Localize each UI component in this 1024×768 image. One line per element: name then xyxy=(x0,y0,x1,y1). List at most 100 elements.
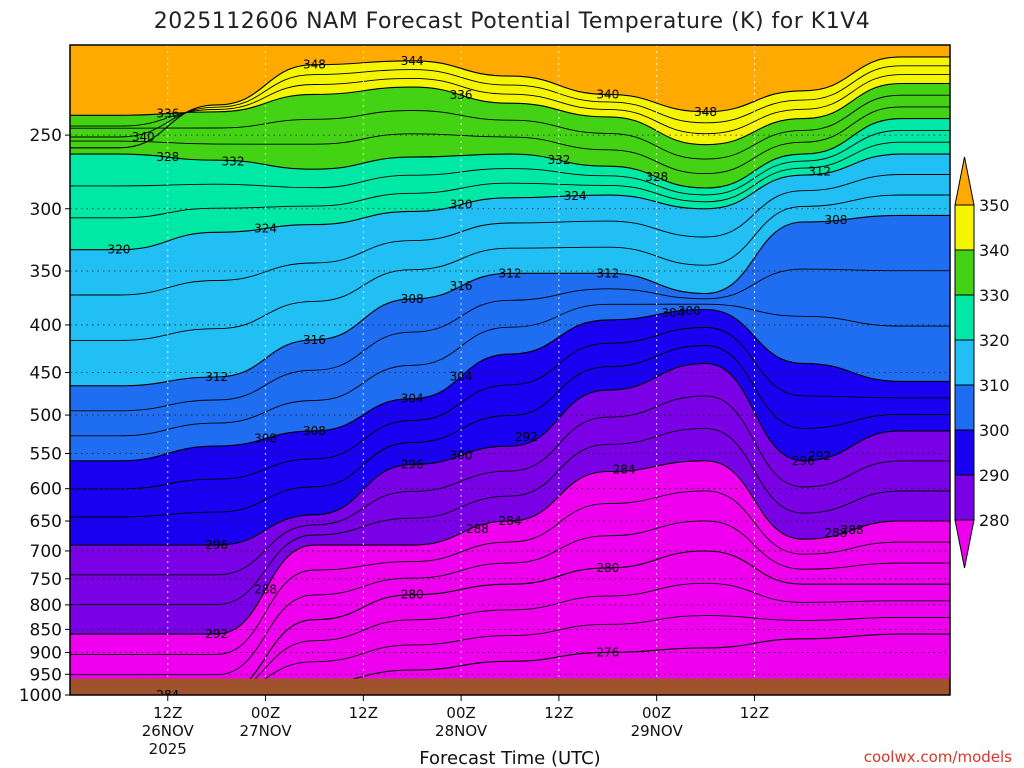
contour-minor xyxy=(70,174,950,296)
colorbar-segment xyxy=(954,519,975,569)
contour-label: 340 xyxy=(596,87,619,101)
contour-minor xyxy=(70,303,950,437)
contour-label: 280 xyxy=(401,588,424,602)
contour-label: 324 xyxy=(564,189,587,203)
colorbar-label: 280 xyxy=(979,511,1010,530)
colorbar-label: 330 xyxy=(979,286,1010,305)
y-tick-label: 600 xyxy=(30,480,62,500)
contour-304 xyxy=(70,308,950,462)
contour-label: 348 xyxy=(303,58,326,72)
contour-label: 316 xyxy=(303,333,326,347)
contour-label: 328 xyxy=(156,150,179,164)
colorbar-segment xyxy=(954,384,975,431)
contour-label: 284 xyxy=(499,514,522,528)
contour-label: 304 xyxy=(450,369,473,383)
contour-label: 288 xyxy=(824,526,847,540)
credit-text: coolwx.com/models xyxy=(864,748,1012,766)
contour-336 xyxy=(70,82,950,146)
contour-minor xyxy=(70,582,950,695)
contour-280 xyxy=(70,550,950,695)
x-tick-label: 12Z xyxy=(544,704,573,722)
x-tick-date: 27NOV xyxy=(239,722,292,740)
colorbar-segment xyxy=(954,294,975,341)
contour-label: 300 xyxy=(450,448,473,462)
y-tick-label: 800 xyxy=(30,596,62,616)
contour-minor xyxy=(70,268,950,412)
contour-minor xyxy=(70,395,950,576)
contour-label: 288 xyxy=(466,522,489,536)
y-tick-label: 400 xyxy=(30,316,62,336)
contour-label: 292 xyxy=(515,430,538,444)
contour-label: 312 xyxy=(808,165,831,179)
contour-label: 320 xyxy=(107,243,130,257)
contour-label: 276 xyxy=(596,645,619,659)
contour-minor xyxy=(70,94,950,160)
y-tick-label: 850 xyxy=(30,620,62,640)
colorbar-segment xyxy=(954,249,975,296)
contour-label: 300 xyxy=(678,304,701,318)
contour-320 xyxy=(70,153,950,251)
x-tick-label: 12Z xyxy=(740,704,769,722)
colorbar: 350 340 330 320 310 300 290 280 xyxy=(954,156,1010,569)
contour-296 xyxy=(70,362,950,546)
colorbar-label: 340 xyxy=(979,241,1010,260)
colorbar-segment xyxy=(954,156,975,206)
contour-label: 296 xyxy=(205,538,228,552)
contour-minor xyxy=(70,106,950,175)
y-tick-label: 350 xyxy=(30,262,62,282)
contour-label: 288 xyxy=(841,523,864,537)
contour-minor xyxy=(70,520,950,676)
contour-label: 296 xyxy=(792,454,815,468)
contour-label: 320 xyxy=(450,198,473,212)
contour-label: 344 xyxy=(401,54,424,68)
contour-label: 308 xyxy=(401,292,424,306)
colorbar-label: 310 xyxy=(979,376,1010,395)
contour-minor xyxy=(70,490,950,655)
contour-label: 280 xyxy=(596,561,619,575)
y-tick-label: 450 xyxy=(30,364,62,384)
x-tick-label: 12Z xyxy=(153,704,182,722)
contour-label: 312 xyxy=(499,266,522,280)
y-axis: 250 300 350 400 450 500 550 600 650 700 750 800 850 9… xyxy=(19,126,70,706)
contour-minor xyxy=(70,427,950,605)
contour-label: 284 xyxy=(156,688,179,702)
contour-328 xyxy=(70,118,950,189)
contour-label: 328 xyxy=(645,170,668,184)
colorbar-segment xyxy=(954,429,975,476)
contour-label: 332 xyxy=(547,153,570,167)
contour-312 xyxy=(70,214,950,387)
contour-label: 292 xyxy=(205,627,228,641)
contour-label: 324 xyxy=(254,221,277,235)
x-tick-label: 00Z xyxy=(642,704,671,722)
contour-label: 308 xyxy=(824,213,847,227)
contour-label: 296 xyxy=(401,457,424,471)
chart-title: 2025112606 NAM Forecast Potential Temper… xyxy=(154,9,871,34)
y-tick-label: 750 xyxy=(30,570,62,590)
colorbar-label: 300 xyxy=(979,421,1010,440)
contour-label: 312 xyxy=(596,266,619,280)
contour-label: 332 xyxy=(222,155,245,169)
contour-276 xyxy=(70,633,950,695)
y-tick-label: 950 xyxy=(30,665,62,685)
y-tick-label: 1000 xyxy=(19,686,62,706)
contour-minor xyxy=(70,65,950,138)
y-tick-label: 900 xyxy=(30,643,62,663)
contour-label: 336 xyxy=(450,88,473,102)
contour-label: 336 xyxy=(156,107,179,121)
colorbar-segment xyxy=(954,204,975,251)
contour-minor xyxy=(70,129,950,196)
x-tick-year: 2025 xyxy=(149,740,187,758)
contour-label: 340 xyxy=(132,130,155,144)
contour-288 xyxy=(70,460,950,635)
contour-label: 284 xyxy=(613,463,636,477)
contour-lines xyxy=(70,56,950,695)
grid-lines xyxy=(70,45,950,695)
colorbar-label: 290 xyxy=(979,466,1010,485)
colorbar-label: 350 xyxy=(979,196,1010,215)
contour-minor xyxy=(70,615,950,695)
x-tick-label: 00Z xyxy=(251,704,280,722)
